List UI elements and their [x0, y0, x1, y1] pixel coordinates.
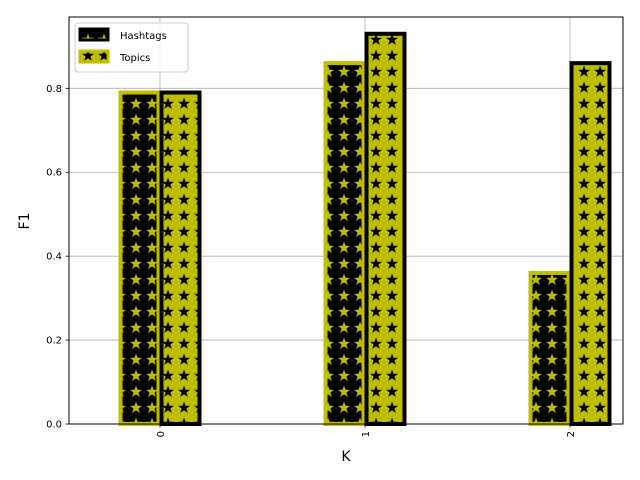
bar-topics-1: [364, 31, 407, 426]
x-tick-label: 2: [566, 431, 577, 437]
y-tick-label: 0.0: [46, 420, 62, 431]
y-tick-label: 0.6: [46, 168, 62, 179]
bar-topics-0: [159, 90, 202, 426]
legend-label-hashtags: Hashtags: [120, 31, 167, 42]
x-axis: 0 1 2: [156, 424, 577, 437]
x-tick-label: 1: [361, 431, 372, 437]
bar-series: [118, 31, 612, 427]
bar-topics-2: [569, 61, 612, 427]
plot-frame: [68, 16, 624, 425]
legend-swatch-hashtags: [78, 27, 110, 42]
y-axis-label: F1: [17, 213, 33, 230]
bar-hashtags-2: [528, 270, 571, 426]
legend-label-topics: Topics: [119, 53, 150, 64]
y-tick-label: 0.4: [46, 252, 62, 263]
x-axis-label: K: [341, 449, 351, 465]
y-tick-label: 0.8: [46, 84, 62, 95]
y-tick-label: 0.2: [46, 336, 62, 347]
bar-hashtags-0: [118, 90, 161, 426]
legend: Hashtags Topics: [74, 22, 189, 73]
x-tick-label: 0: [156, 431, 167, 437]
bar-hashtags-1: [323, 61, 366, 427]
y-axis: 0.0 0.2 0.4 0.6 0.8: [46, 84, 69, 431]
legend-swatch-topics: [78, 49, 110, 64]
